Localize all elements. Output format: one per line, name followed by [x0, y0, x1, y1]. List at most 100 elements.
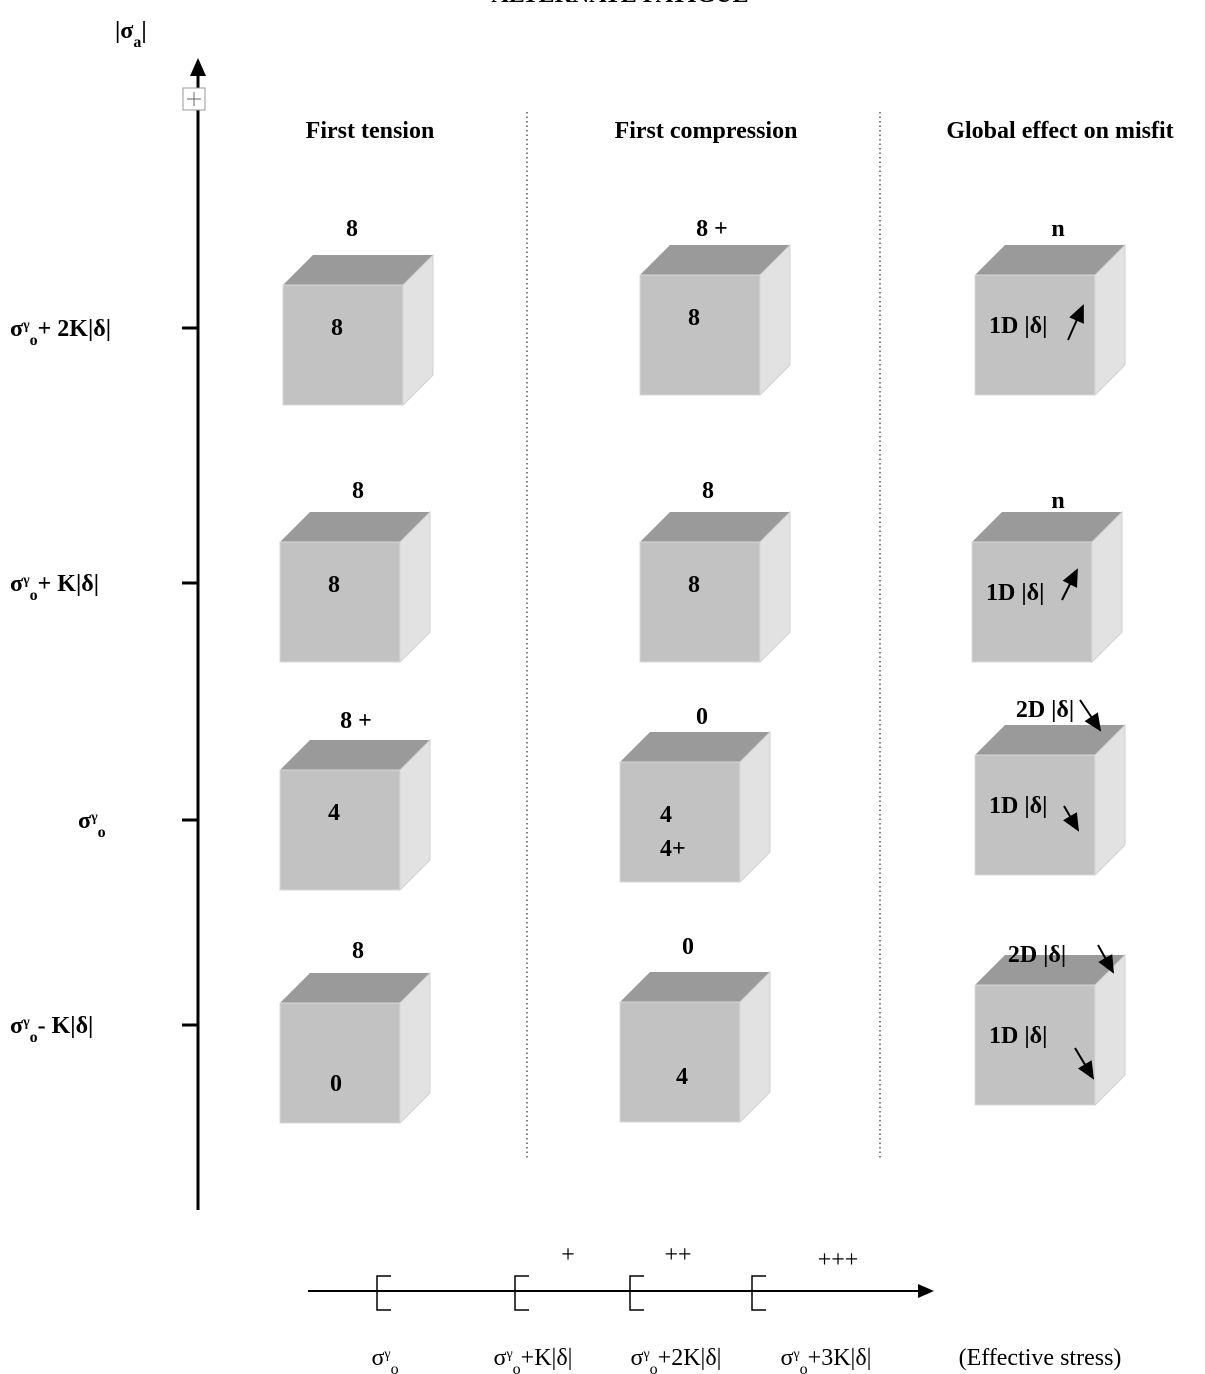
cube-top — [640, 512, 790, 542]
cube-face-label: 4+ — [660, 836, 686, 862]
cube-face-label: 1D |δ| — [989, 1023, 1047, 1049]
symbol-label: |σa| — [115, 18, 147, 51]
symbol-label: σγo+K|δ| — [494, 1345, 573, 1374]
label-sym: σ — [10, 1013, 23, 1039]
label-sym: σ — [371, 1345, 384, 1371]
title: ALTERNATE FATIGUE — [491, 0, 748, 8]
cube-top-label: 8 — [346, 216, 358, 242]
label-sub: o — [30, 587, 38, 604]
cube-face-label: 4 — [676, 1064, 688, 1090]
interval-bracket — [376, 1275, 391, 1311]
y-arrow — [190, 58, 206, 76]
cube-top — [280, 973, 430, 1003]
label-sup: γ — [22, 1015, 30, 1030]
label-sub: o — [30, 1029, 38, 1046]
label-sub: o — [513, 1361, 521, 1374]
cube-face-label: 8 — [688, 572, 700, 598]
cube-top-label: 0 — [682, 934, 694, 960]
cube-top-label: 0 — [696, 704, 708, 730]
label-rest: +2K|δ| — [658, 1345, 722, 1371]
label-rest: +K|δ| — [521, 1345, 573, 1371]
cube-top-label: 8 + — [696, 216, 728, 242]
cube-front — [279, 769, 401, 891]
cube-front — [282, 284, 404, 406]
cube-front — [619, 1001, 741, 1123]
cube-top — [975, 245, 1125, 275]
label-sym: σ — [631, 1345, 644, 1371]
cube-top — [972, 512, 1122, 542]
cube-top — [975, 725, 1125, 755]
cube-top — [283, 255, 433, 285]
interval-mark: ++ — [664, 1242, 691, 1268]
cube-top-label: 8 + — [340, 708, 372, 734]
cube-face-label: 4 — [660, 802, 672, 828]
symbol-label: σγo — [78, 808, 106, 841]
cube-face-label: 8 — [328, 572, 340, 598]
x-arrow — [918, 1284, 934, 1298]
cube-face-label: 4 — [328, 800, 340, 826]
column-header: First tension — [306, 118, 435, 144]
label-sup: γ — [383, 1347, 390, 1362]
label-sym: σ — [10, 571, 23, 597]
trend-arrow — [1074, 1047, 1095, 1080]
label-sym: σ — [10, 316, 23, 342]
cube-front — [974, 984, 1096, 1106]
cube-face-label: 1D |δ| — [986, 580, 1044, 606]
label-sup: γ — [90, 810, 98, 825]
cube-top-label: 8 — [352, 938, 364, 964]
cube-top — [280, 512, 430, 542]
label-rest: | — [141, 18, 146, 44]
column-header: First compression — [615, 118, 798, 144]
interval-bracket — [629, 1275, 644, 1311]
symbol-label: σγo+ K|δ| — [10, 571, 99, 604]
label-sym: |σ — [115, 18, 133, 44]
label-sym: σ — [78, 808, 91, 834]
label-rest: +3K|δ| — [808, 1345, 872, 1371]
label-sup: γ — [22, 573, 30, 588]
label-sub: o — [800, 1361, 808, 1374]
interval-bracket — [514, 1275, 529, 1311]
label-sym: σ — [494, 1345, 507, 1371]
cube-face-label: 8 — [688, 305, 700, 331]
symbol-label: σγo — [371, 1345, 398, 1374]
label-sub: o — [30, 332, 38, 349]
cube-top-label: n — [1051, 216, 1064, 242]
label-sub: o — [98, 824, 106, 841]
cube-face-label: 0 — [330, 1071, 342, 1097]
cube-face-label: 1D |δ| — [989, 793, 1047, 819]
cube-front — [971, 541, 1093, 663]
cube-top — [975, 955, 1125, 985]
label-rest: - K|δ| — [38, 1013, 94, 1039]
interval-mark: + — [561, 1242, 575, 1268]
label-rest: + 2K|δ| — [38, 316, 111, 342]
symbol-label: σγo- K|δ| — [10, 1013, 93, 1046]
interval-mark: +++ — [818, 1247, 859, 1273]
trend-arrow — [1097, 944, 1114, 974]
cube-top-label: 8 — [352, 478, 364, 504]
label-sub: o — [391, 1361, 399, 1374]
symbol-label: σγo+2K|δ| — [631, 1345, 722, 1374]
trend-arrow — [1061, 568, 1078, 601]
cube-face-label: 8 — [331, 315, 343, 341]
cube-front — [619, 761, 741, 883]
cube-front — [279, 541, 401, 663]
x-axis-label: (Effective stress) — [959, 1345, 1122, 1371]
cube-front — [639, 541, 761, 663]
label-sup: γ — [792, 1347, 799, 1362]
trend-arrow — [1063, 805, 1080, 832]
label-sub: a — [133, 34, 141, 51]
cube-top-label: 8 — [702, 478, 714, 504]
symbol-label: σγo+3K|δ| — [781, 1345, 872, 1374]
cube-top-label: n — [1051, 488, 1064, 514]
cube-top — [640, 245, 790, 275]
cube-front — [639, 274, 761, 396]
cube-top-label: 2D |δ| — [1016, 697, 1074, 723]
label-sup: γ — [505, 1347, 512, 1362]
label-sub: o — [650, 1361, 658, 1374]
column-header: Global effect on misfit — [946, 118, 1173, 144]
cube-front — [974, 274, 1096, 396]
cube-top — [620, 972, 770, 1002]
label-sup: γ — [642, 1347, 649, 1362]
trend-arrow — [1067, 304, 1084, 341]
